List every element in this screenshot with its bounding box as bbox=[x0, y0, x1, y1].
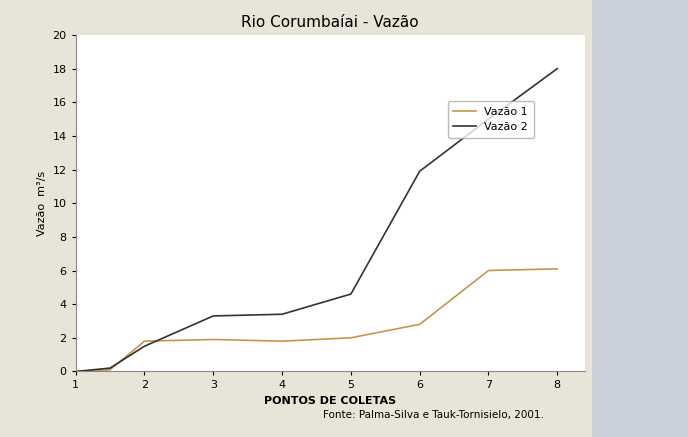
Vazão 1 bbox=[553, 266, 561, 271]
Vazão 1 bbox=[106, 367, 114, 372]
Vazão 2 bbox=[278, 312, 286, 317]
Vazão 2 bbox=[347, 291, 355, 297]
Line: Vazão 1: Vazão 1 bbox=[76, 269, 557, 371]
Vazão 1 bbox=[140, 339, 149, 344]
Vazão 2 bbox=[209, 313, 217, 319]
Title: Rio Corumbaíai - Vazão: Rio Corumbaíai - Vazão bbox=[241, 14, 419, 30]
Vazão 1 bbox=[416, 322, 424, 327]
Vazão 1 bbox=[484, 268, 493, 273]
Y-axis label: Vazão  m³/s: Vazão m³/s bbox=[37, 170, 47, 236]
Vazão 2 bbox=[140, 343, 149, 349]
Vazão 2 bbox=[106, 365, 114, 371]
Vazão 1 bbox=[209, 337, 217, 342]
Vazão 2 bbox=[72, 369, 80, 374]
Vazão 1 bbox=[278, 339, 286, 344]
X-axis label: PONTOS DE COLETAS: PONTOS DE COLETAS bbox=[264, 396, 396, 406]
Line: Vazão 2: Vazão 2 bbox=[76, 69, 557, 371]
Legend: Vazão 1, Vazão 2: Vazão 1, Vazão 2 bbox=[448, 101, 534, 138]
Text: Fonte: Palma-Silva e Tauk-Tornisielo, 2001.: Fonte: Palma-Silva e Tauk-Tornisielo, 20… bbox=[323, 409, 544, 420]
Vazão 1 bbox=[347, 335, 355, 340]
Vazão 2 bbox=[484, 116, 493, 121]
Vazão 1 bbox=[72, 369, 80, 374]
Vazão 2 bbox=[553, 66, 561, 71]
Vazão 2 bbox=[416, 169, 424, 174]
